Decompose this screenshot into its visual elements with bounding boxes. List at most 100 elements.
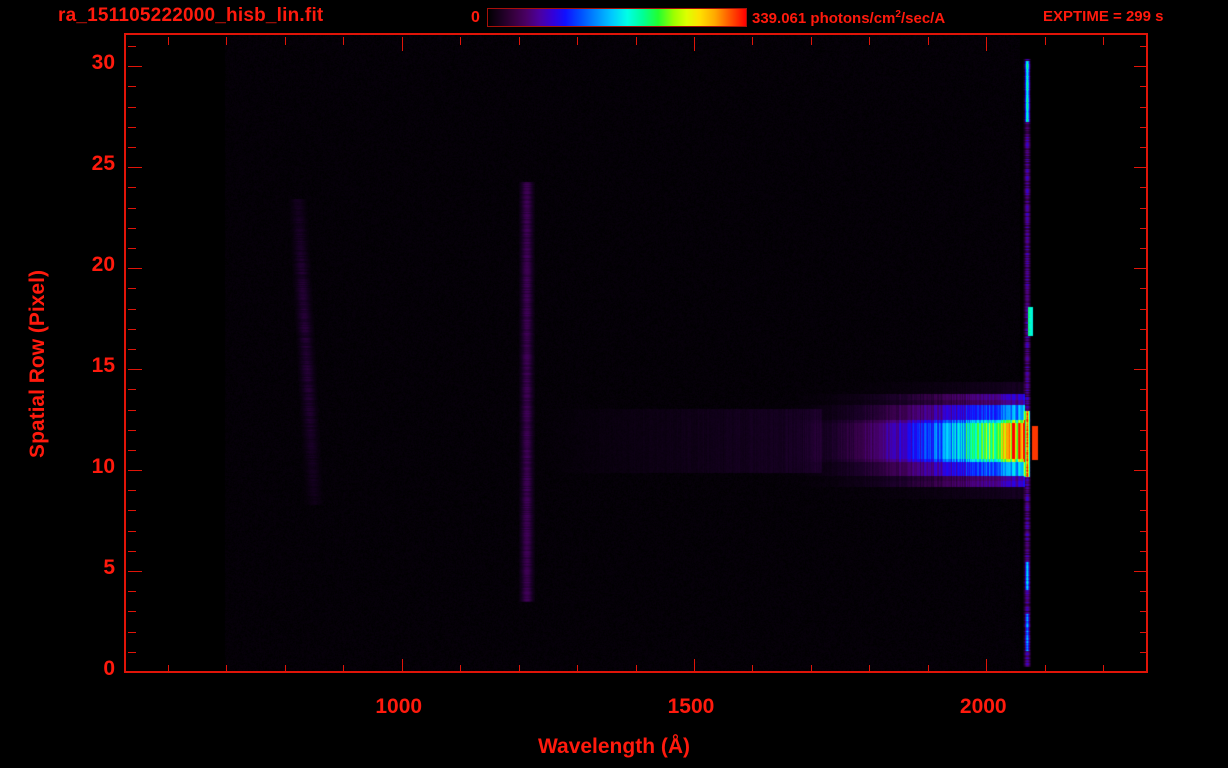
y-tick-right-12 [1140, 430, 1146, 431]
y-tick-13 [128, 410, 136, 411]
x-tick-1300 [577, 665, 578, 671]
y-tick-23 [128, 208, 136, 209]
x-tick-top-2100 [1045, 37, 1046, 45]
x-tick-2200 [1103, 665, 1104, 671]
colorbar-min-label: 0 [471, 9, 480, 26]
y-tick-18 [128, 309, 136, 310]
y-tick-right-11 [1140, 450, 1146, 451]
x-tick-top-700 [226, 37, 227, 45]
colorbar-units-exponent: 2 [895, 9, 901, 20]
x-tick-1600 [752, 665, 753, 671]
x-tick-600 [168, 665, 169, 671]
y-tick-right-20 [1134, 268, 1146, 269]
y-tick-right-31 [1140, 46, 1146, 47]
x-tick-1800 [869, 665, 870, 671]
y-tick-9 [128, 490, 136, 491]
y-tick-14 [128, 389, 136, 390]
y-tick-label-5: 5 [103, 556, 115, 580]
x-tick-top-1100 [460, 37, 461, 45]
x-tick-1100 [460, 665, 461, 671]
y-tick-right-10 [1134, 470, 1146, 471]
y-tick-label-20: 20 [91, 253, 115, 277]
x-tick-top-1300 [577, 37, 578, 45]
y-tick-17 [128, 329, 136, 330]
x-tick-top-800 [285, 37, 286, 45]
y-tick-6 [128, 551, 136, 552]
y-tick-right-3 [1140, 611, 1146, 612]
spectrum-canvas [126, 35, 1146, 671]
y-tick-8 [128, 510, 136, 511]
x-tick-1000 [402, 659, 403, 671]
y-tick-labels: 0 5 10 15 20 25 30 [60, 0, 115, 768]
y-tick-right-7 [1140, 531, 1146, 532]
y-tick-right-17 [1140, 329, 1146, 330]
y-tick-1 [128, 652, 136, 653]
y-tick-3 [128, 611, 136, 612]
y-tick-right-22 [1140, 228, 1146, 229]
y-tick-right-27 [1140, 127, 1146, 128]
y-tick-16 [128, 349, 136, 350]
y-tick-right-30 [1134, 66, 1146, 67]
y-tick-right-23 [1140, 208, 1146, 209]
x-tick-1200 [519, 665, 520, 671]
y-tick-12 [128, 430, 136, 431]
y-tick-label-30: 30 [91, 51, 115, 75]
y-tick-right-1 [1140, 652, 1146, 653]
x-tick-top-1400 [636, 37, 637, 45]
y-axis-title: Spatial Row (Pixel) [26, 270, 49, 458]
x-tick-800 [285, 665, 286, 671]
y-tick-right-9 [1140, 490, 1146, 491]
x-tick-top-2000 [986, 37, 987, 51]
colorbar-units-prefix: photons/cm [806, 10, 896, 27]
colorbar-max-value: 339.061 [752, 10, 807, 27]
y-tick-right-19 [1140, 288, 1146, 289]
x-tick-top-1900 [928, 37, 929, 45]
colorbar-units-suffix: /sec/A [900, 10, 946, 27]
y-tick-30 [128, 66, 142, 67]
y-tick-25 [128, 167, 142, 168]
y-tick-right-6 [1140, 551, 1146, 552]
y-tick-right-29 [1140, 86, 1146, 87]
y-tick-right-21 [1140, 248, 1146, 249]
y-tick-27 [128, 127, 136, 128]
x-tick-top-1500 [694, 37, 695, 51]
y-tick-right-18 [1140, 309, 1146, 310]
y-tick-26 [128, 147, 136, 148]
colorbar-max-label: 339.061 photons/cm2/sec/A [752, 9, 945, 27]
file-title: ra_151105222000_hisb_lin.fit [58, 5, 324, 26]
x-tick-1500 [694, 659, 695, 671]
x-tick-label-1000: 1000 [375, 695, 423, 718]
y-tick-right-16 [1140, 349, 1146, 350]
x-tick-2000 [986, 659, 987, 671]
x-tick-2100 [1045, 665, 1046, 671]
x-tick-label-2000: 2000 [959, 695, 1007, 718]
x-tick-top-600 [168, 37, 169, 45]
y-tick-11 [128, 450, 136, 451]
y-tick-right-28 [1140, 107, 1146, 108]
x-tick-top-1700 [811, 37, 812, 45]
y-tick-20 [128, 268, 142, 269]
y-tick-5 [128, 571, 142, 572]
y-tick-4 [128, 591, 136, 592]
y-tick-right-26 [1140, 147, 1146, 148]
y-tick-right-14 [1140, 389, 1146, 390]
y-tick-19 [128, 288, 136, 289]
y-tick-label-0: 0 [103, 657, 115, 680]
y-tick-label-15: 15 [91, 354, 115, 378]
y-tick-15 [128, 369, 142, 370]
x-tick-label-1500: 1500 [667, 695, 715, 718]
y-tick-28 [128, 107, 136, 108]
y-tick-right-24 [1140, 187, 1146, 188]
y-tick-label-25: 25 [91, 152, 115, 176]
y-tick-31 [128, 46, 136, 47]
x-tick-700 [226, 665, 227, 671]
y-tick-2 [128, 632, 136, 633]
y-tick-right-8 [1140, 510, 1146, 511]
y-tick-label-10: 10 [91, 455, 115, 479]
x-tick-1900 [928, 665, 929, 671]
y-tick-right-4 [1140, 591, 1146, 592]
x-tick-top-1000 [402, 37, 403, 51]
colorbar [487, 8, 747, 27]
x-tick-1700 [811, 665, 812, 671]
